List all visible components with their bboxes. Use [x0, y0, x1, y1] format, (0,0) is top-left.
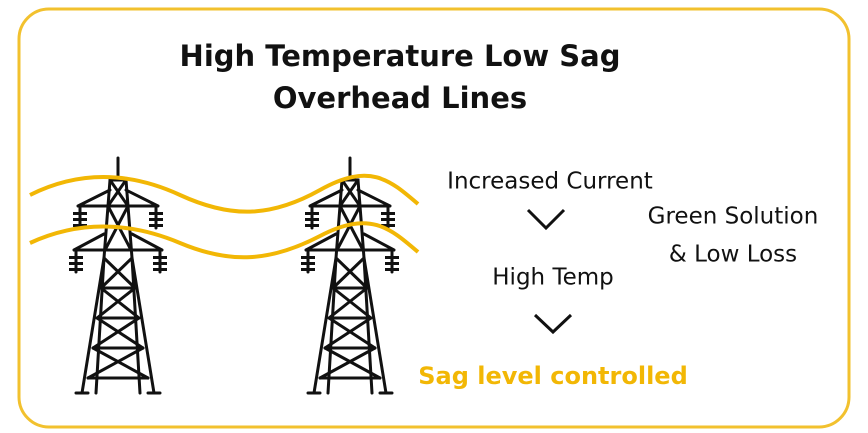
frame — [17, 7, 851, 429]
chevron — [533, 313, 573, 335]
towers — [67, 156, 401, 395]
note-line: Green Solution — [648, 204, 819, 230]
flow-result: Sag level controlled — [418, 362, 688, 390]
chevron — [526, 208, 566, 231]
wires — [29, 173, 420, 260]
flow-step: Increased Current — [447, 169, 653, 195]
note-line: & Low Loss — [669, 242, 797, 268]
title-line: Overhead Lines — [273, 81, 527, 115]
title-line: High Temperature Low Sag — [180, 39, 621, 73]
flow-step: High Temp — [492, 265, 613, 291]
